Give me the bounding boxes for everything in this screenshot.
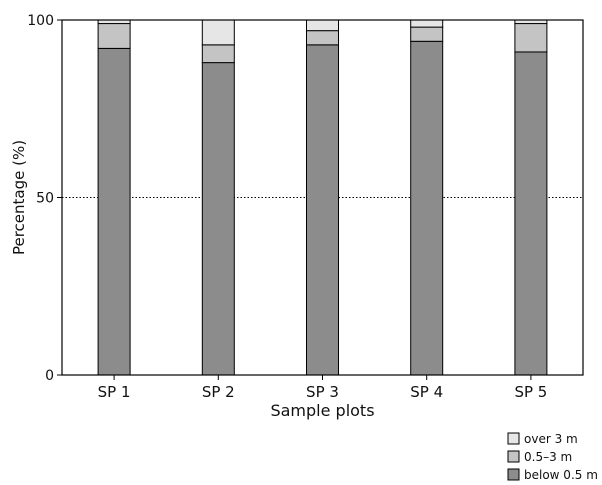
x-axis: SP 1 SP 2 SP 3 SP 4 SP 5 Sample plots	[98, 375, 547, 420]
legend: over 3 m 0.5–3 m below 0.5 m	[507, 432, 598, 482]
legend-label: over 3 m	[524, 432, 578, 446]
x-tick-label: SP 2	[202, 383, 235, 401]
y-axis: 0 50 100 Percentage (%)	[10, 13, 62, 384]
bar-segment-4-1	[410, 40, 444, 376]
y-tick-label: 0	[45, 368, 54, 384]
bar-segment-4-2	[410, 26, 444, 42]
y-tick-label: 50	[36, 191, 54, 207]
bar-segment-1-2	[97, 23, 131, 49]
x-tick-label: SP 4	[410, 383, 443, 401]
legend-swatch	[507, 450, 520, 463]
x-axis-label: Sample plots	[270, 401, 374, 420]
legend-swatch	[507, 468, 520, 481]
bar-segment-5-2	[514, 23, 548, 53]
legend-swatch	[507, 432, 520, 445]
x-tick-label: SP 1	[98, 383, 131, 401]
x-tick-label: SP 3	[306, 383, 339, 401]
legend-label: 0.5–3 m	[524, 450, 572, 464]
bar-segment-2-2	[201, 44, 235, 64]
x-tick-label: SP 5	[514, 383, 547, 401]
plot-area	[61, 19, 584, 376]
y-axis-label: Percentage (%)	[10, 140, 28, 255]
bar-segment-1-1	[97, 47, 131, 376]
bar-segment-3-2	[306, 30, 339, 46]
bar-segment-3-3	[306, 19, 339, 32]
bar-segment-4-3	[410, 19, 444, 28]
legend-label: below 0.5 m	[524, 468, 598, 482]
bar-segment-3-1	[306, 44, 339, 376]
bars	[97, 19, 548, 376]
bar-segment-2-3	[201, 19, 235, 46]
y-tick-label: 100	[27, 13, 54, 29]
bar-segment-5-1	[514, 51, 548, 376]
bar-segment-2-1	[201, 62, 235, 376]
